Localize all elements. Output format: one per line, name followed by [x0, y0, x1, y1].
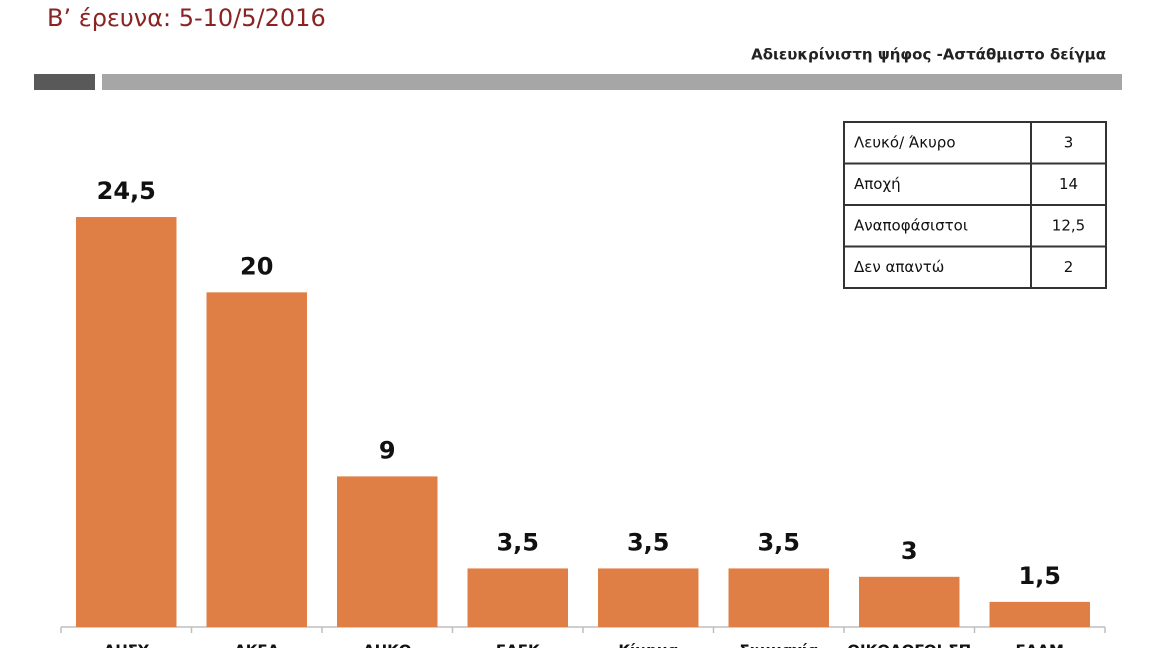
- bar: [206, 292, 307, 627]
- table-value: 14: [1059, 175, 1078, 193]
- table-value: 2: [1064, 258, 1074, 276]
- data-label: 3,5: [757, 528, 800, 556]
- data-label: 3,5: [627, 528, 670, 556]
- data-label: 24,5: [97, 177, 156, 205]
- header-bar: [34, 74, 95, 90]
- table-cell: [1030, 245, 1107, 289]
- x-tick-label: ΑΚΕΛ: [234, 642, 279, 649]
- data-label: 20: [240, 252, 273, 280]
- bar: [76, 217, 177, 628]
- chart-title: Β’ έρευνα: 5-10/5/2016: [47, 4, 326, 32]
- data-label: 3: [901, 537, 918, 565]
- x-tick-label: ΕΔΕΚ: [496, 642, 541, 649]
- bar: [337, 476, 438, 627]
- x-tick-label: ΔΗΚΟ: [363, 642, 412, 649]
- chart-subtitle: Αδιευκρίνιστη ψήφος -Αστάθμιστο δείγμα: [751, 46, 1106, 64]
- table-cell: [1030, 162, 1107, 206]
- table-label: Αναποφάσιστοι: [854, 216, 968, 234]
- bar: [467, 568, 568, 627]
- bar: [859, 576, 960, 627]
- data-label: 9: [379, 436, 396, 464]
- x-tick-label: Συμμαχία: [739, 642, 818, 649]
- x-tick-label: ΔΗΣΥ: [104, 642, 150, 649]
- table-cell: [843, 204, 1032, 248]
- data-label: 1,5: [1018, 562, 1061, 590]
- table-value: 12,5: [1052, 216, 1085, 234]
- x-tick-label: Κίνημα: [618, 642, 678, 649]
- table-label: Αποχή: [854, 175, 901, 193]
- table-cell: [1030, 121, 1107, 165]
- table-cell: [843, 245, 1032, 289]
- x-tick-label: ΕΛΑΜ: [1016, 642, 1064, 649]
- bar: [989, 601, 1090, 627]
- bar: [728, 568, 829, 627]
- header-bar: [102, 74, 1122, 90]
- x-tick-label: ΟΙΚΟΛΟΓΟΙ-ΣΠ: [847, 642, 971, 649]
- table-value: 3: [1064, 133, 1074, 151]
- data-label: 3,5: [496, 528, 539, 556]
- table-label: Λευκό/ Άκυρο: [854, 133, 956, 151]
- table-label: Δεν απαντώ: [854, 258, 944, 276]
- bar: [598, 568, 699, 627]
- table-cell: [1030, 204, 1107, 248]
